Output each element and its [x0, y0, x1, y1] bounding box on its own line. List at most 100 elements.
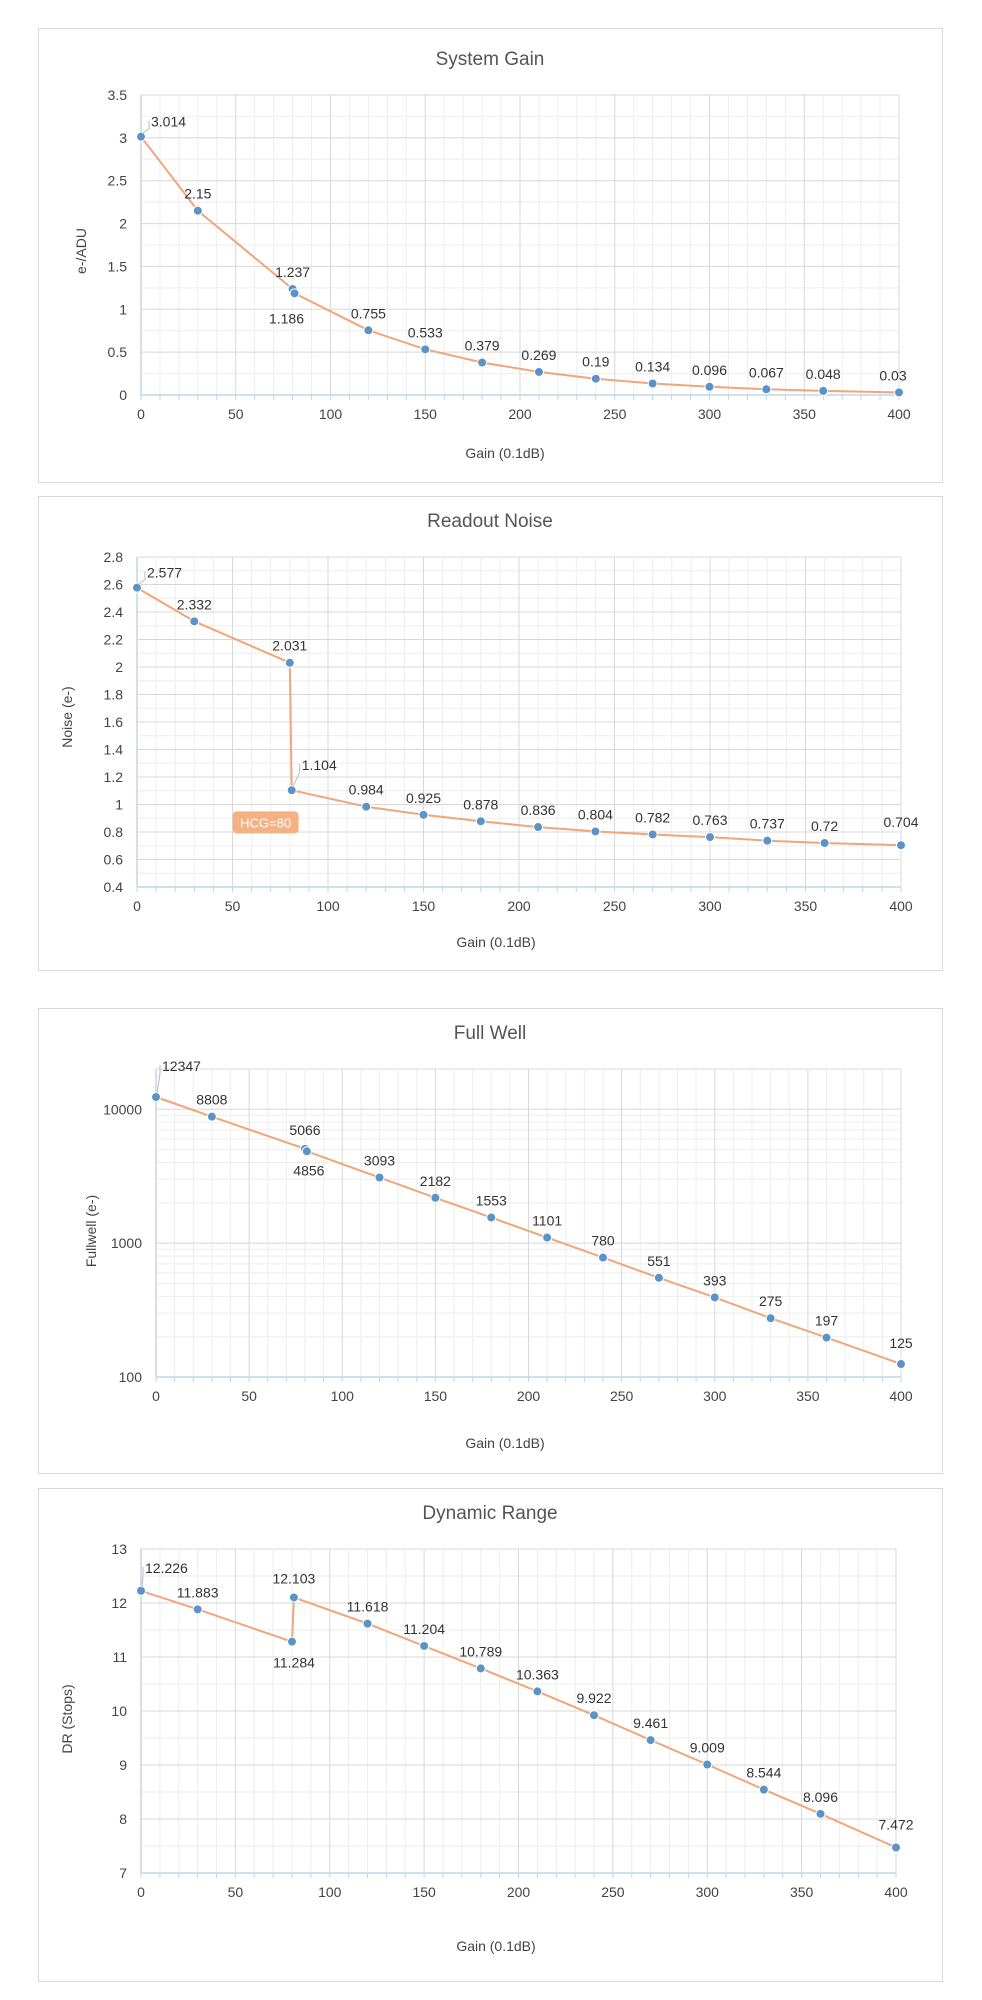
system-gain-chart: System Gain Gain (0.1dB) e-/ADU 0 50 100 15… [73, 49, 911, 461]
x-tick-label: 400 [889, 898, 913, 914]
data-point [894, 387, 904, 398]
data-point [206, 1111, 217, 1122]
x-tick-label: 200 [507, 898, 531, 914]
data-point [419, 1640, 430, 1651]
y-tick-label: 1000 [111, 1235, 142, 1251]
data-label: 275 [759, 1293, 783, 1309]
data-label: 9.009 [690, 1740, 725, 1756]
x-tick-label: 200 [517, 1388, 541, 1404]
data-label: 1.237 [275, 264, 310, 280]
data-label: 3.014 [151, 114, 186, 130]
data-label: 0.72 [811, 818, 838, 834]
x-tick-label: 0 [137, 406, 145, 422]
x-tick-label: 200 [507, 1884, 531, 1900]
data-label: 0.096 [692, 362, 727, 378]
data-point [362, 1618, 373, 1629]
data-label: 0.925 [406, 790, 441, 806]
x-tick-label: 100 [316, 898, 340, 914]
x-tick-label: 250 [603, 898, 627, 914]
data-label: 0.737 [750, 816, 785, 832]
data-point [477, 357, 488, 368]
data-point [762, 835, 773, 846]
x-tick-label: 50 [228, 406, 244, 422]
y-tick-label: 2.6 [104, 577, 124, 593]
data-point [363, 325, 374, 336]
x-tick-label: 350 [790, 1884, 814, 1900]
x-tick-label: 250 [601, 1884, 625, 1900]
data-label: 393 [703, 1272, 727, 1288]
y-axis-label: DR (Stops) [59, 1684, 75, 1753]
data-label: 9.922 [576, 1690, 611, 1706]
data-point [301, 1146, 312, 1157]
data-point [590, 826, 601, 837]
chart-title: Dynamic Range [422, 1503, 557, 1524]
data-label-leader [292, 764, 301, 788]
y-tick-label: 0.6 [104, 852, 124, 868]
chart-title: Readout Noise [427, 511, 553, 532]
data-label: 0.984 [349, 782, 384, 798]
x-tick-label: 300 [703, 1388, 727, 1404]
x-tick-label: 50 [225, 898, 241, 914]
data-point [151, 1092, 161, 1103]
full-well-panel: Full Well Gain (0.1dB) Fullwell (e-) 0 50… [38, 1008, 943, 1474]
data-point [765, 1313, 776, 1324]
data-label: 1101 [532, 1213, 562, 1229]
data-label: 2.031 [272, 638, 307, 654]
data-point [289, 288, 300, 299]
data-label: 2182 [420, 1173, 451, 1189]
readout-noise-chart: Readout Noise Gain (0.1dB) Noise (e-) 0 5… [59, 511, 919, 950]
data-label: 8.096 [803, 1789, 838, 1805]
y-tick-label: 10 [111, 1703, 127, 1719]
data-label: 10.789 [459, 1643, 502, 1659]
data-label-leader [137, 571, 146, 586]
x-tick-label: 100 [319, 406, 343, 422]
data-label: 11.618 [347, 1599, 389, 1615]
data-point [486, 1212, 497, 1223]
data-label: 0.704 [883, 814, 918, 830]
data-point [132, 582, 142, 593]
data-label: 4856 [293, 1162, 324, 1178]
data-label: 11.204 [403, 1621, 445, 1637]
system-gain-panel: System Gain Gain (0.1dB) e-/ADU 0 50 100 15… [38, 28, 943, 483]
data-label: 0.19 [582, 354, 609, 370]
data-point [705, 832, 715, 843]
data-point [758, 1784, 769, 1795]
y-tick-label: 2 [115, 659, 123, 675]
data-point [192, 1604, 203, 1615]
x-tick-label: 100 [318, 1884, 342, 1900]
y-tick-label: 11 [112, 1649, 127, 1665]
data-label: 0.048 [806, 366, 841, 382]
data-label: 0.804 [578, 806, 613, 822]
x-tick-label: 50 [241, 1388, 257, 1404]
y-tick-label: 2.5 [108, 173, 128, 189]
data-point [136, 131, 146, 142]
data-label: 2.332 [177, 596, 212, 612]
data-label: 0.379 [465, 338, 500, 354]
y-tick-label: 2.2 [104, 632, 124, 648]
x-tick-label: 300 [696, 1884, 720, 1900]
data-point [475, 816, 486, 827]
x-tick-label: 400 [884, 1884, 908, 1900]
data-point [287, 1636, 297, 1647]
data-label-leader [141, 1566, 144, 1588]
data-label: 10.363 [516, 1666, 559, 1682]
y-tick-label: 3.5 [108, 87, 128, 103]
data-label: 9.461 [633, 1715, 668, 1731]
x-tick-label: 400 [889, 1388, 913, 1404]
data-point [647, 829, 658, 840]
data-label: 197 [815, 1313, 839, 1329]
data-label-leader [156, 1065, 161, 1095]
data-point [653, 1272, 664, 1283]
data-point [704, 381, 715, 392]
y-tick-label: 1 [115, 797, 123, 813]
data-point [286, 785, 297, 796]
dynamic-range-chart: Dynamic Range Gain (0.1dB) DR (Stops) 0 5… [59, 1503, 914, 1954]
y-tick-label: 1.6 [104, 714, 124, 730]
data-label: 0.782 [635, 809, 670, 825]
y-tick-label: 8 [119, 1811, 127, 1827]
data-label: 8808 [196, 1092, 227, 1108]
x-tick-label: 150 [414, 406, 438, 422]
data-label: 2.15 [184, 186, 211, 202]
y-tick-label: 100 [119, 1369, 143, 1385]
data-point [418, 809, 429, 820]
